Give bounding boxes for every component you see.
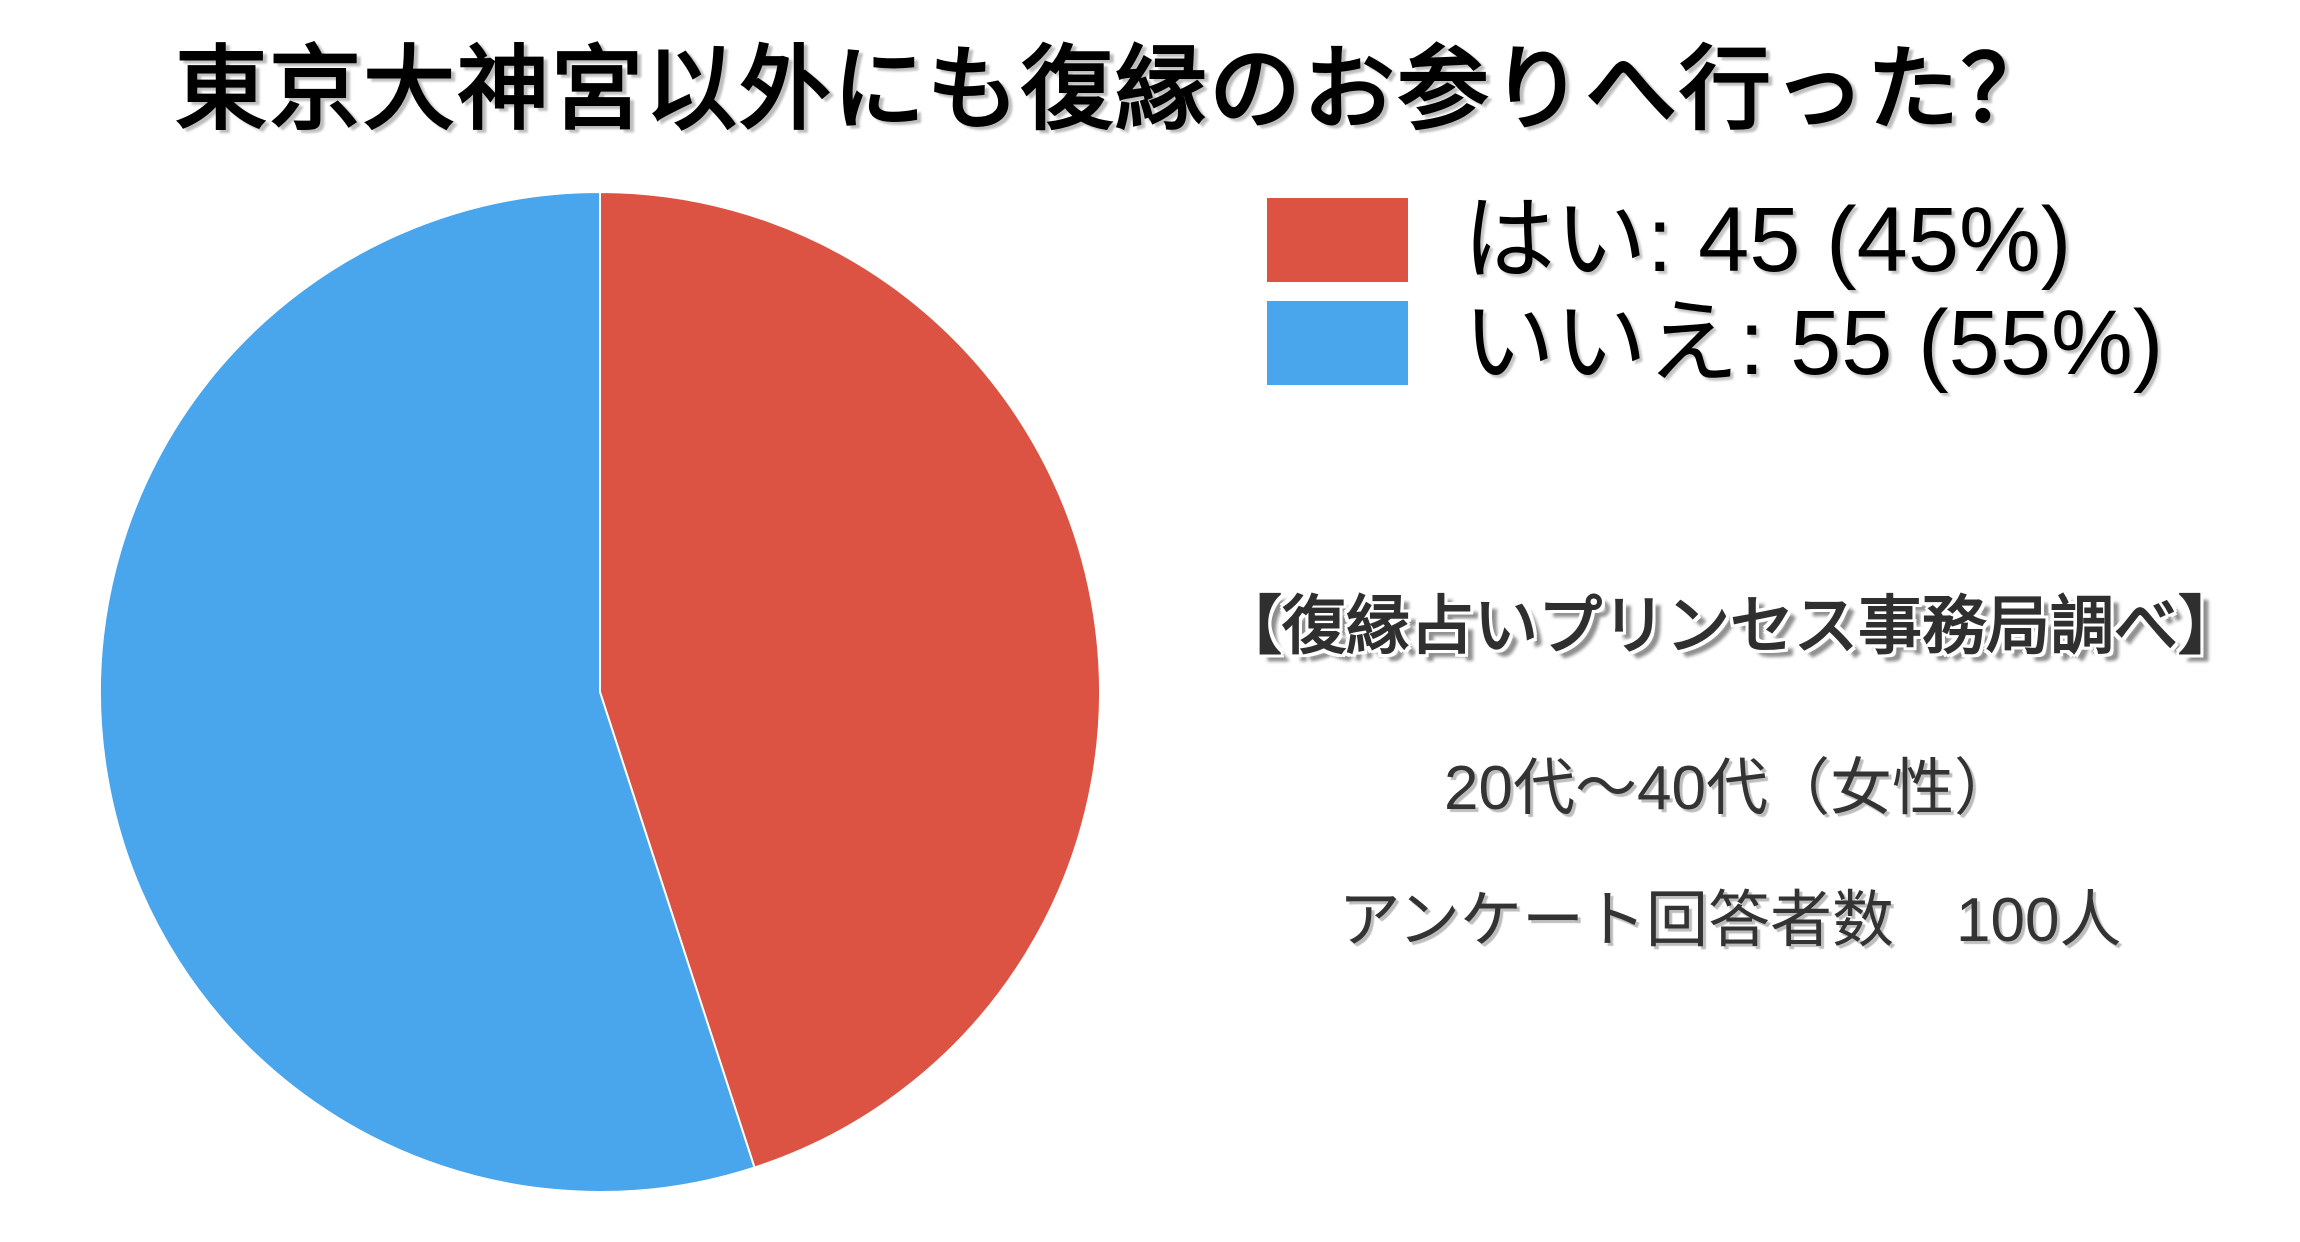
legend-item-yes: はい: 45 (45%)	[1267, 194, 2163, 286]
legend-label-no: いいえ: 55 (55%)	[1463, 292, 2164, 394]
respondents-count-text: アンケート回答者数 100人	[1338, 886, 2122, 955]
pie-chart	[99, 190, 1101, 1193]
legend-label-yes: はい: 45 (45%)	[1463, 189, 2072, 291]
legend-item-no: いいえ: 55 (55%)	[1267, 297, 2163, 389]
legend-swatch-yes	[1267, 198, 1408, 282]
pie-slice-yes	[599, 190, 1101, 1169]
demographic-text: 20代～40代（女性）	[1444, 754, 2016, 823]
survey-source-text: 【復縁占いプリンセス事務局調べ】	[1218, 590, 2242, 662]
chart-title: 東京大神宮以外にも復縁のお参りへ行った？	[175, 39, 2056, 141]
pie-slice-no	[99, 190, 756, 1193]
legend: はい: 45 (45%) いいえ: 55 (55%)	[1267, 194, 2163, 389]
legend-swatch-no	[1267, 301, 1408, 385]
